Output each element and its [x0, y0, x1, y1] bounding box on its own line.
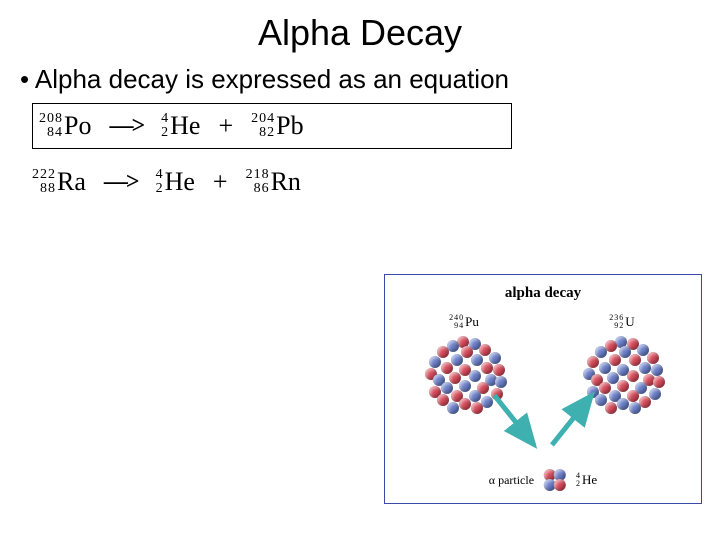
slide-title: Alpha Decay: [0, 0, 720, 54]
equation-row: 22288Ra—>42He+21886Rn: [32, 159, 720, 205]
alpha-decay-diagram: alpha decay 240 94 Pu 236 92: [384, 274, 702, 504]
bullet-text: • Alpha decay is expressed as an equatio…: [0, 54, 720, 103]
plus-sign: +: [218, 111, 233, 141]
parent-nucleus: [423, 334, 505, 416]
arrow: —>: [109, 113, 143, 140]
alpha-label: α particle: [489, 473, 534, 488]
arrow: —>: [104, 169, 138, 196]
alpha-particle-wrap: α particle 4 2 He: [489, 467, 597, 493]
diagram-title: alpha decay: [385, 275, 701, 302]
daughter-nucleus: [581, 334, 663, 416]
alpha-particle: [542, 467, 568, 493]
plus-sign: +: [213, 167, 228, 197]
parent-nucleus-wrap: 240 94 Pu: [394, 314, 534, 416]
parent-label: 240 94 Pu: [449, 314, 479, 330]
equation-row: 20884Po—>42He+20482Pb: [32, 103, 512, 149]
equations-block: 20884Po—>42He+20482Pb 22288Ra—>42He+21886…: [0, 103, 720, 205]
daughter-nucleus-wrap: 236 92 U: [552, 314, 692, 416]
daughter-label: 236 92 U: [609, 314, 634, 330]
nuclei-row: 240 94 Pu 236 92 U: [385, 314, 701, 416]
